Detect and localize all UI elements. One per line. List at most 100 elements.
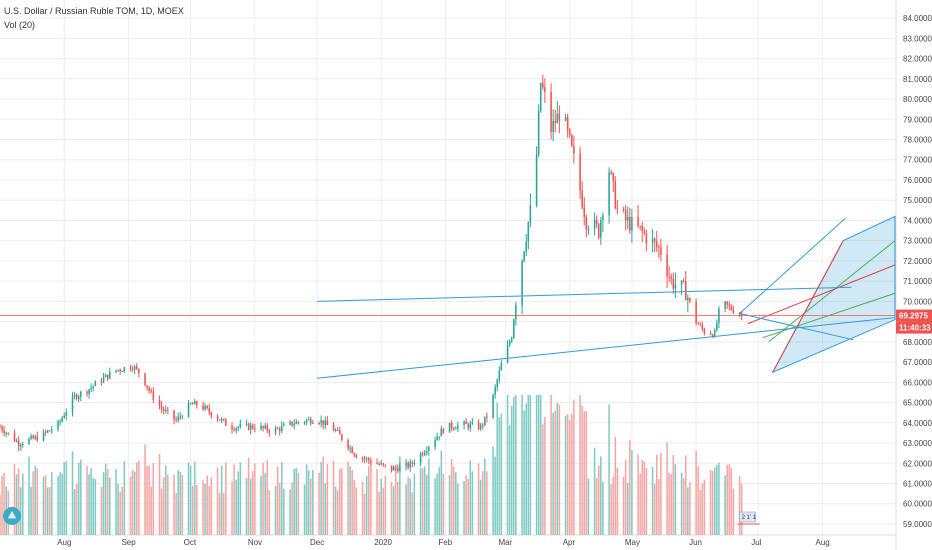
volume-bar: [361, 481, 364, 535]
volume-bar: [394, 468, 397, 535]
volume-bar: [351, 470, 353, 535]
candle-body: [492, 394, 494, 418]
candle-body: [355, 455, 358, 458]
candle-body: [210, 412, 213, 417]
candle-body: [674, 284, 677, 289]
volume-bar: [660, 452, 662, 535]
candle-body: [680, 280, 683, 285]
candle-body: [728, 304, 731, 307]
candle-body: [109, 371, 111, 379]
x-tick-label: 2020: [374, 538, 392, 547]
volume-bar: [92, 478, 95, 535]
volume-bar: [687, 487, 689, 535]
candle-body: [318, 422, 320, 424]
volume-bar: [48, 487, 51, 535]
candle-body: [177, 416, 179, 421]
volume-bar: [397, 481, 399, 535]
candle-body: [135, 366, 138, 369]
pitchfork-handle: [772, 240, 844, 373]
candle-body: [94, 381, 97, 387]
candle-body: [687, 297, 689, 301]
volume-bar: [334, 486, 337, 535]
volume-bar: [672, 454, 675, 535]
candle-body: [17, 440, 20, 447]
tradingview-logo-icon[interactable]: ⟁: [3, 507, 21, 525]
candle-body: [450, 422, 453, 429]
volume-bar: [17, 468, 20, 535]
volume-bar: [726, 464, 728, 535]
candle-body: [19, 445, 22, 447]
volume-bar: [150, 486, 153, 535]
volume-bar: [571, 413, 573, 535]
chart-title[interactable]: U.S. Dollar / Russian Ruble TOM, 1D, MOE…: [4, 6, 184, 16]
candle-body: [349, 447, 351, 449]
volume-bar: [347, 461, 349, 535]
candle-body: [587, 229, 590, 231]
candle-body: [616, 208, 619, 210]
candle-body: [413, 463, 416, 465]
candle-body: [220, 419, 223, 421]
volume-bar: [486, 471, 488, 535]
candle-body: [146, 385, 148, 388]
candle-body: [193, 401, 196, 405]
x-tick-label: Nov: [248, 538, 262, 547]
volume-bar: [653, 483, 656, 535]
candle-body: [148, 387, 150, 391]
candle-body: [405, 462, 407, 466]
candle-body: [36, 436, 39, 441]
candle-body: [585, 216, 588, 230]
volume-bar: [695, 450, 697, 535]
candle-body: [658, 246, 660, 248]
candle-body: [481, 424, 484, 426]
volume-bar: [63, 462, 66, 535]
candle-body: [307, 419, 310, 421]
volume-bar: [303, 484, 306, 535]
candle-body: [179, 416, 182, 418]
volume-bar: [521, 395, 523, 535]
volume-bar: [419, 467, 422, 535]
volume-bar: [231, 481, 233, 535]
candle-body: [564, 117, 567, 121]
candle-body: [568, 129, 571, 136]
volume-bar: [614, 436, 617, 535]
volume-bar: [341, 467, 343, 535]
candle-body: [438, 436, 440, 438]
volume-bar: [349, 466, 351, 535]
candle-body: [467, 423, 469, 428]
volume-bar: [448, 475, 451, 535]
volume-bar: [222, 492, 225, 535]
volume-bar: [376, 468, 378, 535]
volume-bar: [1, 475, 3, 535]
volume-bar: [353, 480, 356, 535]
y-tick-label: 60.0000: [903, 500, 932, 509]
candle-body: [455, 428, 457, 430]
x-tick-label: Sep: [121, 538, 136, 547]
volume-bar: [254, 463, 256, 535]
y-tick-label: 64.0000: [903, 419, 932, 428]
volume-bar: [332, 461, 335, 535]
candle-body: [506, 345, 509, 363]
volume-bar: [177, 470, 179, 535]
fan-left-line: [739, 218, 846, 314]
volume-bar: [500, 413, 503, 535]
candle-body: [204, 406, 206, 410]
candle-body: [724, 301, 726, 309]
horizontal-trendline: [316, 286, 852, 302]
event-flag-icon: [739, 511, 756, 523]
candle-body: [711, 334, 714, 337]
volume-bar: [133, 471, 136, 535]
volume-bar: [405, 484, 407, 535]
volume-bar: [191, 485, 194, 535]
candle-body: [556, 113, 559, 124]
candle-body: [173, 410, 175, 420]
candle-body: [539, 83, 542, 112]
volume-bar: [612, 476, 615, 535]
volume-bar: [293, 468, 295, 535]
candle-body: [730, 306, 733, 310]
candle-body: [237, 426, 240, 428]
x-tick-label: Mar: [499, 538, 513, 547]
volume-indicator-label[interactable]: Vol (20): [4, 20, 36, 30]
volume-bar: [181, 475, 184, 535]
candle-body: [566, 117, 569, 130]
